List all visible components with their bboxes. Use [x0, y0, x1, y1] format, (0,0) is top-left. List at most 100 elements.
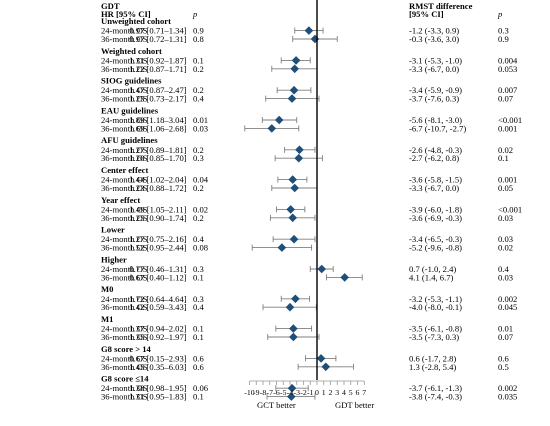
point-estimate-marker: [288, 175, 297, 184]
row-label: 24-month OS: [101, 26, 148, 36]
point-estimate-marker: [295, 145, 304, 155]
tick-label: -4: [287, 388, 294, 397]
hr-value: 1.20 [0.85–1.70]: [129, 153, 186, 163]
point-estimate-marker: [316, 354, 326, 363]
x-axis: -10-9 -8 -7 -6 -5 -4 -3 -2 -1 0 1 2 3 4 5 6 7: [244, 0, 366, 397]
row-label: 36-month OS: [101, 243, 148, 253]
point-estimate-marker: [317, 264, 327, 274]
row-label: 36-month OS: [101, 302, 148, 312]
p-value: 0.2: [193, 213, 204, 223]
group-heading: Center effect: [101, 165, 148, 175]
p-value: 0.4: [193, 302, 204, 312]
point-estimate-marker: [287, 94, 297, 103]
p-value: 0.06: [193, 383, 209, 393]
point-estimate-marker: [321, 362, 331, 372]
hr-column-header: HR [95% CI]: [101, 9, 151, 19]
p-value: 0.9: [193, 26, 204, 36]
row-label: 36-month OS: [101, 64, 148, 74]
rmst-p-value: 0.002: [498, 294, 517, 304]
hr-value: 1.45 [0.35–6.03]: [129, 362, 186, 372]
p-value: 0.6: [193, 353, 204, 363]
tick-label: 7: [362, 388, 366, 397]
rmst-p-value: 0.001: [498, 123, 517, 133]
rmst-p-value: 0.045: [498, 302, 517, 312]
row-label: 36-month OS: [101, 332, 148, 342]
point-estimate-marker: [290, 183, 300, 193]
rmst-p-value: 0.035: [498, 392, 517, 402]
rmst-p-value: 0.05: [498, 183, 513, 193]
group-heading: EAU guidelines: [101, 105, 159, 115]
hr-value: 1.42 [0.59–3.43]: [129, 302, 186, 312]
point-estimate-marker: [285, 302, 295, 312]
tick-label: 1: [322, 388, 326, 397]
rmst-value: -3.2 (-5.3, -1.1): [409, 294, 462, 304]
p-value: 0.04: [193, 175, 209, 185]
p-value: 0.2: [193, 85, 204, 95]
point-estimate-marker: [291, 56, 301, 65]
rmst-p-value: 0.07: [498, 94, 514, 104]
row-label: 24-month OS: [101, 115, 148, 125]
p-column-header: p: [192, 9, 198, 19]
p-value: 0.1: [193, 272, 204, 282]
tick-label: -7: [267, 388, 274, 397]
row-label: 36-month OS: [101, 183, 148, 193]
rmst-value: -4.0 (-8.0, -0.1): [409, 302, 462, 312]
rmst-p-value: 0.007: [498, 85, 518, 95]
tick-label: 3: [335, 388, 339, 397]
p-value: 0.8: [193, 34, 204, 44]
row-label: 24-month OS: [101, 145, 148, 155]
hr-value: 1.31 [0.95–1.83]: [129, 392, 186, 402]
point-estimate-marker: [288, 213, 297, 223]
rmst-p-value: 0.01: [498, 324, 513, 334]
tick-label: -6: [273, 388, 280, 397]
group-heading: Unweighted cohort: [101, 16, 171, 26]
hr-value: 1.25 [0.73–2.17]: [129, 94, 186, 104]
tick-label: -2: [300, 388, 307, 397]
rmst-value: -5.2 (-9.6, -0.8): [409, 243, 462, 253]
tick-label: -9: [253, 388, 260, 397]
point-estimate-marker: [289, 85, 299, 95]
point-estimate-marker: [274, 115, 284, 125]
row-label: 24-month OS: [101, 234, 148, 244]
tick-label: -1: [307, 388, 314, 397]
point-estimate-marker: [291, 294, 300, 304]
p-value: 0.1: [193, 392, 204, 402]
rmst-p-value: 0.03: [498, 213, 513, 223]
rmst-p-value: 0.02: [498, 243, 513, 253]
rmst-ci-header: [95% CI]: [409, 9, 444, 19]
rmst-value: -3.7 (-7.6, 0.3): [409, 94, 459, 104]
hr-value: 1.89 [1.18–3.04]: [129, 115, 186, 125]
point-estimate-marker: [289, 332, 298, 342]
rmst-value: -2.7 (-6.2, 0.8): [409, 153, 459, 163]
rmst-p-value: 0.07: [498, 332, 514, 342]
hr-value: 1.47 [0.87–2.47]: [129, 85, 186, 95]
rmst-p-value: 0.6: [498, 353, 509, 363]
group-heading: M1: [101, 314, 113, 324]
point-estimate-marker: [289, 234, 299, 244]
rmst-value: -0.3 (-3.6, 3.0): [409, 34, 459, 44]
row-label: 24-month OS: [101, 85, 148, 95]
rmst-value: -5.6 (-8.1, -3.0): [409, 115, 462, 125]
rmst-p-value: 0.03: [498, 272, 513, 282]
point-estimate-marker: [267, 124, 277, 133]
rmst-p-value: 0.9: [498, 34, 509, 44]
row-label: 36-month OS: [101, 94, 148, 104]
p-value: 0.02: [193, 204, 208, 214]
point-estimate-marker: [304, 26, 314, 35]
rmst-value: 0.7 (-1.0, 2.4): [409, 264, 456, 274]
hr-value: 1.35 [0.92–1.97]: [129, 332, 186, 342]
rmst-value: -3.4 (-6.5, -0.3): [409, 234, 462, 244]
row-label: 24-month OS: [101, 55, 148, 65]
p-value: 0.03: [193, 123, 208, 133]
row-label: 24-month OS: [101, 353, 148, 363]
hr-value: 1.25 [0.90–1.74]: [129, 213, 186, 223]
hr-value: 0.97 [0.72–1.31]: [129, 34, 186, 44]
row-label: 36-month OS: [101, 153, 148, 163]
rmst-value: -3.3 (-6.7, 0.0): [409, 64, 459, 74]
group-heading: Higher: [101, 254, 127, 264]
hr-value: 0.77 [0.46–1.31]: [129, 264, 186, 274]
rmst-p-value: <0.001: [498, 204, 522, 214]
hr-value: 1.37 [0.94–2.02]: [129, 324, 186, 334]
point-estimate-marker: [286, 205, 295, 214]
